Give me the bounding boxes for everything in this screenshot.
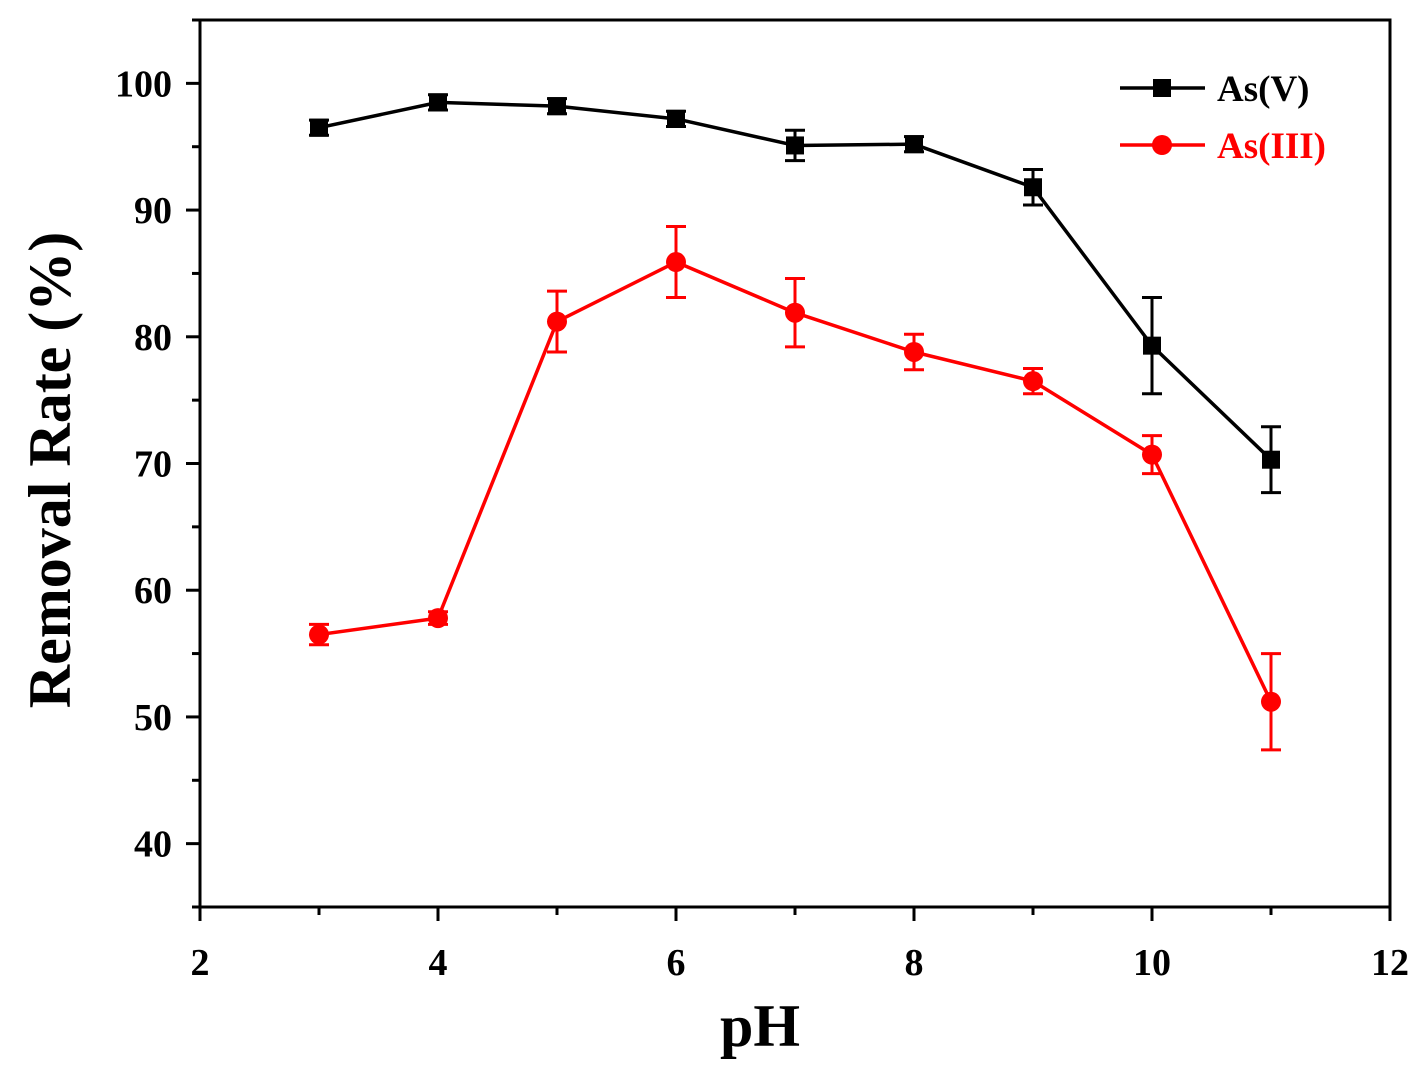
data-point-circle bbox=[1261, 691, 1281, 712]
y-tick-label: 90 bbox=[134, 190, 172, 232]
data-point-square bbox=[1143, 336, 1161, 355]
x-tick-label: 4 bbox=[429, 942, 448, 984]
series-asv bbox=[309, 93, 1281, 495]
legend-label-asiii: As(III) bbox=[1217, 126, 1326, 167]
data-point-square bbox=[310, 118, 328, 137]
data-point-square bbox=[1262, 450, 1280, 469]
data-point-circle bbox=[666, 252, 686, 273]
data-point-circle bbox=[1023, 371, 1043, 392]
data-point-square bbox=[667, 109, 685, 128]
y-tick-label: 80 bbox=[134, 317, 172, 359]
data-point-circle bbox=[785, 302, 805, 323]
data-point-circle bbox=[1142, 444, 1162, 465]
series-layer bbox=[309, 93, 1281, 752]
y-tick-label: 100 bbox=[115, 63, 172, 105]
data-point-circle bbox=[428, 608, 448, 629]
y-tick-label: 60 bbox=[134, 570, 172, 612]
y-axis-title: Removal Rate (%) bbox=[17, 232, 83, 709]
data-point-circle bbox=[309, 624, 329, 645]
x-tick-label: 2 bbox=[191, 942, 210, 984]
data-point-circle bbox=[547, 311, 567, 332]
legend-marker-square bbox=[1153, 79, 1171, 97]
data-point-square bbox=[429, 93, 447, 112]
x-tick-label: 12 bbox=[1371, 942, 1409, 984]
x-tick-label: 10 bbox=[1133, 942, 1171, 984]
x-axis-title: pH bbox=[720, 993, 800, 1059]
y-axis: 40 50 60 70 80 90 100 bbox=[115, 18, 200, 909]
series-asiii bbox=[309, 225, 1281, 752]
x-tick-label: 8 bbox=[905, 942, 924, 984]
legend: As(V) As(III) bbox=[1120, 69, 1326, 167]
y-tick-label: 70 bbox=[134, 444, 172, 486]
x-tick-label: 6 bbox=[667, 942, 686, 984]
x-axis: 2 4 6 8 10 12 bbox=[191, 907, 1409, 984]
legend-label-asv: As(V) bbox=[1217, 69, 1309, 110]
legend-marker-circle bbox=[1152, 135, 1172, 155]
data-point-square bbox=[905, 135, 923, 154]
y-tick-label: 50 bbox=[134, 697, 172, 739]
data-point-circle bbox=[904, 341, 924, 362]
data-point-square bbox=[1024, 178, 1042, 197]
data-point-square bbox=[548, 97, 566, 116]
y-tick-label: 40 bbox=[134, 824, 172, 866]
data-point-square bbox=[786, 136, 804, 155]
